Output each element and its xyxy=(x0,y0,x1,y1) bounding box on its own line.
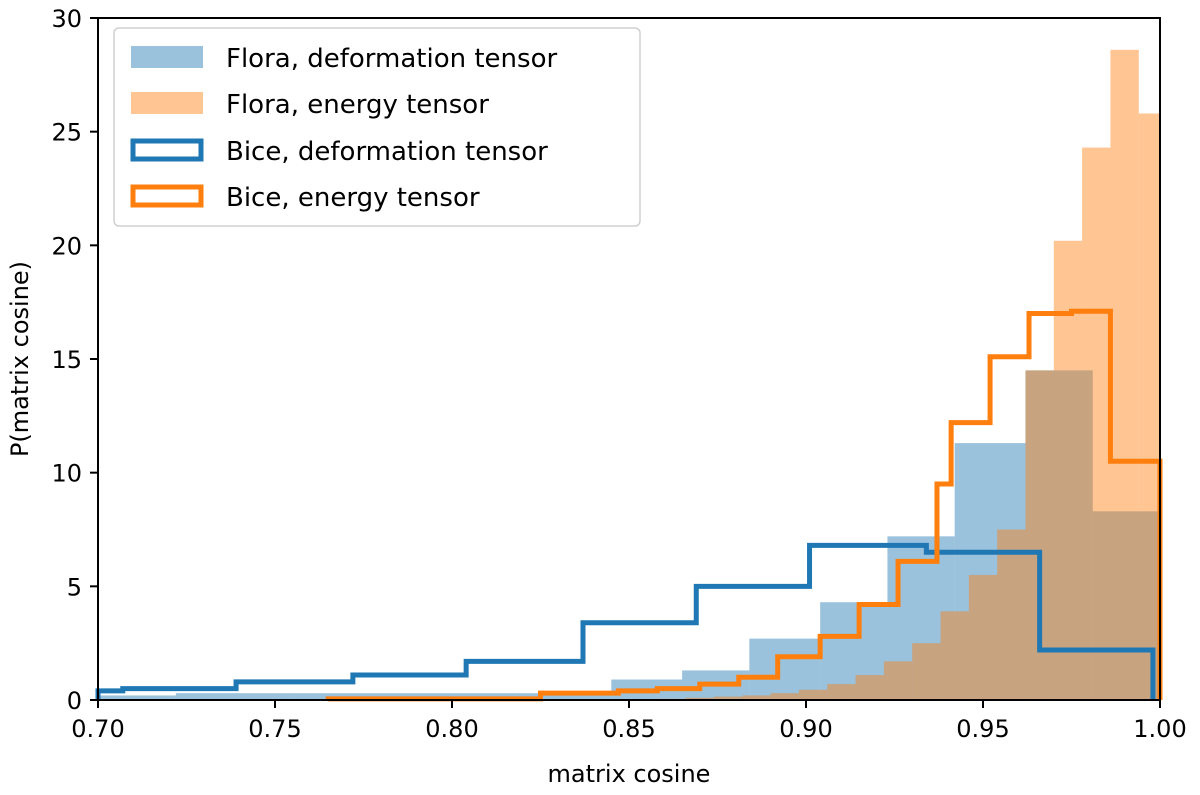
x-tick-label: 0.75 xyxy=(248,715,301,743)
bar-series-1-bin-1 xyxy=(685,697,714,700)
legend-swatch-flora-energy xyxy=(131,92,203,114)
legend-entry-flora-energy: Flora, energy tensor xyxy=(226,90,489,120)
bar-series-1-bin-10 xyxy=(940,611,969,700)
y-tick-label: 0 xyxy=(67,687,82,715)
y-tick-label: 15 xyxy=(51,346,82,374)
legend-swatch-bice-deformation xyxy=(130,138,204,162)
bar-series-0-bin-14 xyxy=(1092,511,1160,700)
bar-series-1-bin-5 xyxy=(798,689,828,700)
y-tick-label: 25 xyxy=(51,119,82,147)
bar-series-0-bin-2 xyxy=(175,693,290,700)
legend-entry-flora-deformation: Flora, deformation tensor xyxy=(226,44,557,74)
bar-series-1-bin-9 xyxy=(912,643,941,700)
x-tick-label: 0.80 xyxy=(425,715,478,743)
bar-series-0-bin-13 xyxy=(1025,370,1093,700)
bar-series-1-bin-17 xyxy=(1138,113,1160,701)
bar-series-0-bin-6 xyxy=(547,692,612,700)
bar-series-1-bin-3 xyxy=(742,695,771,700)
bar-series-1-bin-6 xyxy=(827,684,856,700)
bar-series-1-bin-14 xyxy=(1053,240,1083,700)
step-histograms xyxy=(95,308,1163,702)
y-tick-label: 30 xyxy=(51,5,82,33)
bar-series-0-bin-12 xyxy=(954,443,1026,700)
bar-series-1-bin-7 xyxy=(855,674,884,700)
x-tick-label: 0.85 xyxy=(602,715,655,743)
step-line-series-3 xyxy=(325,308,1163,702)
bar-series-1-bin-2 xyxy=(713,696,743,700)
legend: Flora, deformation tensor Flora, energy … xyxy=(113,27,641,227)
y-axis-ticks: 0 5 10 15 20 25 30 xyxy=(51,5,98,715)
bar-series-1-bin-11 xyxy=(968,574,998,700)
x-tick-label: 0.70 xyxy=(71,715,124,743)
x-tick-label: 1.00 xyxy=(1133,715,1186,743)
x-tick-label: 0.90 xyxy=(779,715,832,743)
x-tick-label: 0.95 xyxy=(956,715,1009,743)
legend-entry-bice-energy: Bice, energy tensor xyxy=(226,183,480,213)
legend-swatch-bice-energy xyxy=(130,184,204,208)
bar-series-1-bin-4 xyxy=(770,693,799,700)
legend-swatch-flora-deformation xyxy=(131,46,203,68)
y-tick-label: 10 xyxy=(51,460,82,488)
x-axis-ticks: 0.70 0.75 0.80 0.85 0.90 0.95 1.00 xyxy=(71,700,1187,743)
y-tick-label: 20 xyxy=(51,232,82,260)
bar-series-0-bin-10 xyxy=(820,602,888,700)
bar-series-1-bin-8 xyxy=(883,661,913,700)
x-axis-label: matrix cosine xyxy=(548,760,711,788)
bar-series-1-bin-15 xyxy=(1082,147,1111,700)
y-tick-label: 5 xyxy=(67,573,82,601)
y-axis-label: P(matrix cosine) xyxy=(6,261,34,457)
step-line-series-2 xyxy=(95,542,1156,700)
bar-series-0-bin-1 xyxy=(98,695,176,700)
legend-box xyxy=(113,27,641,227)
bar-series-0-bin-9 xyxy=(749,638,821,700)
legend-entry-bice-deformation: Bice, deformation tensor xyxy=(226,137,548,167)
bar-series-1-bin-16 xyxy=(1110,49,1139,701)
bar-series-1-bin-12 xyxy=(997,529,1026,700)
